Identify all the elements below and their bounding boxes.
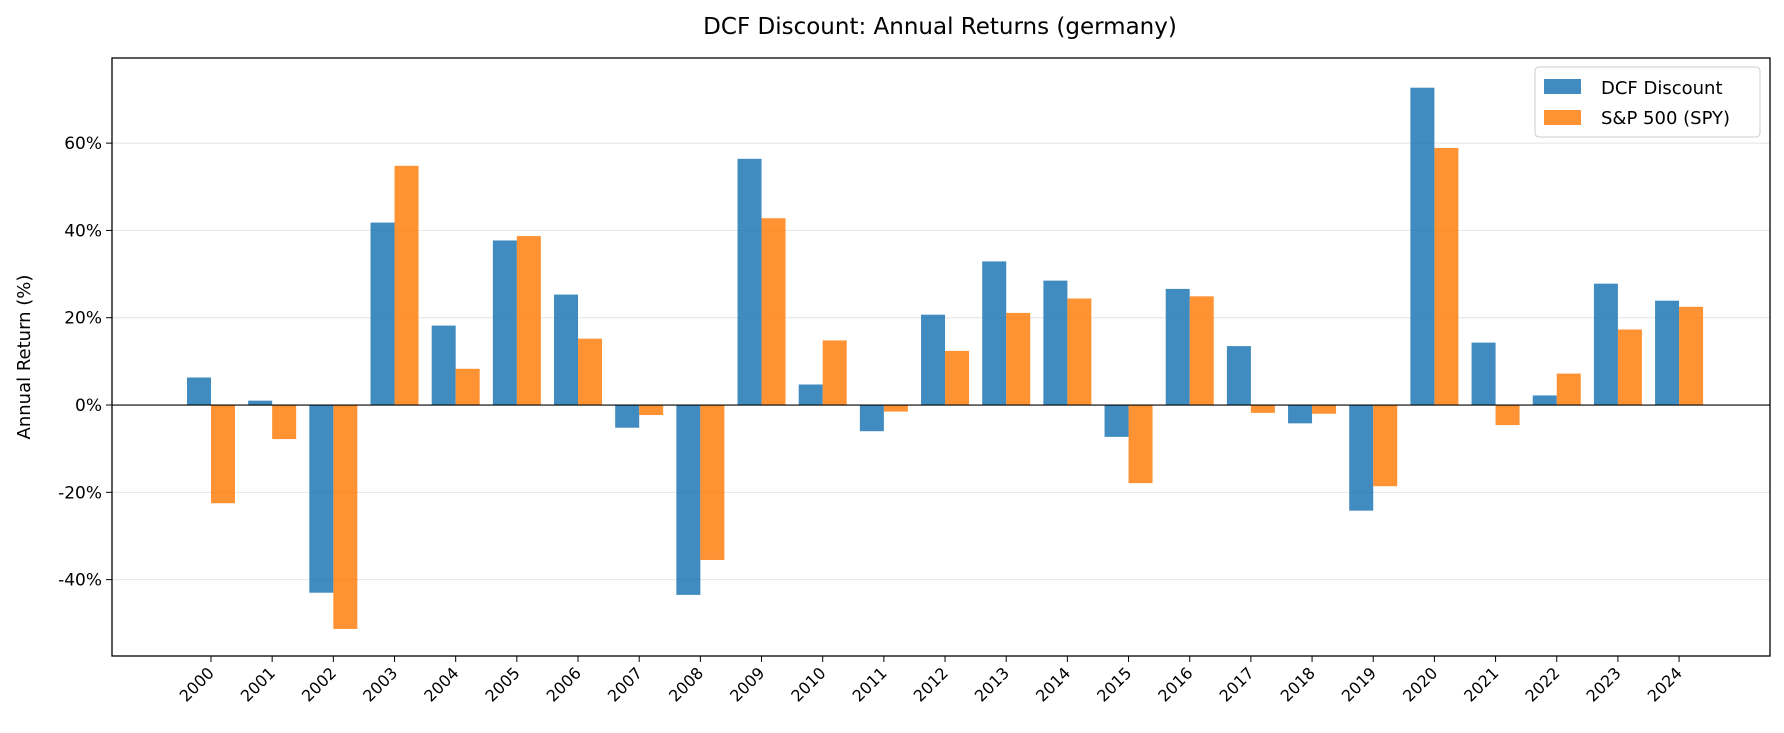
bar-dcf-discount-2019 xyxy=(1349,405,1374,511)
bar-dcf-discount-2001 xyxy=(248,400,273,406)
bar-sp500-2019 xyxy=(1373,405,1398,487)
bar-dcf-discount-2021 xyxy=(1471,342,1496,406)
bar-dcf-discount-2002 xyxy=(309,405,334,593)
bar-dcf-discount-2010 xyxy=(798,384,823,406)
plot-frame xyxy=(111,57,1771,657)
bar-dcf-discount-2024 xyxy=(1655,300,1680,406)
legend: DCF Discount S&P 500 (SPY) xyxy=(1534,66,1761,138)
bar-sp500-2024 xyxy=(1679,306,1704,406)
bar-dcf-discount-2020 xyxy=(1410,87,1435,406)
y-tick-label: -20% xyxy=(58,483,102,503)
chart-title: DCF Discount: Annual Returns (germany) xyxy=(703,14,1177,40)
bar-dcf-discount-2005 xyxy=(492,240,517,406)
bar-sp500-2023 xyxy=(1617,329,1642,406)
bar-dcf-discount-2014 xyxy=(1043,280,1068,406)
bar-dcf-discount-2009 xyxy=(737,158,762,406)
bar-dcf-discount-2018 xyxy=(1288,405,1313,424)
bar-dcf-discount-2013 xyxy=(982,261,1007,406)
bar-sp500-2021 xyxy=(1495,405,1520,426)
bar-sp500-2001 xyxy=(272,405,297,440)
bar-sp500-2022 xyxy=(1556,373,1581,406)
bar-dcf-discount-2004 xyxy=(431,325,456,406)
bar-sp500-2008 xyxy=(700,405,725,560)
bar-sp500-2010 xyxy=(822,340,847,406)
y-tick-label: 20% xyxy=(64,309,102,329)
y-axis: -40% -20% 0% 20% 40% 60% xyxy=(58,134,112,591)
bar-sp500-2014 xyxy=(1067,298,1092,406)
legend-label-spy: S&P 500 (SPY) xyxy=(1601,108,1730,129)
bars xyxy=(187,87,1704,629)
bar-dcf-discount-2022 xyxy=(1532,395,1557,406)
bar-sp500-2012 xyxy=(945,350,970,406)
legend-swatch-dcf xyxy=(1544,79,1581,94)
bar-dcf-discount-2016 xyxy=(1165,288,1190,406)
legend-label-dcf: DCF Discount xyxy=(1601,78,1723,99)
bar-sp500-2002 xyxy=(333,405,358,629)
bar-dcf-discount-2011 xyxy=(859,405,884,432)
bar-sp500-2018 xyxy=(1312,405,1337,414)
bar-sp500-2009 xyxy=(761,218,786,406)
y-tick-label: 40% xyxy=(64,221,102,241)
bar-sp500-2017 xyxy=(1250,405,1275,413)
y-tick-label: -40% xyxy=(58,571,102,591)
bar-dcf-discount-2023 xyxy=(1593,283,1618,406)
bar-sp500-2015 xyxy=(1128,405,1153,484)
y-tick-label: 0% xyxy=(75,396,102,416)
bar-dcf-discount-2012 xyxy=(921,314,946,406)
bar-sp500-2007 xyxy=(639,405,664,416)
legend-frame xyxy=(1534,66,1761,138)
bar-dcf-discount-2008 xyxy=(676,405,701,595)
bar-dcf-discount-2006 xyxy=(554,294,579,406)
bar-dcf-discount-2003 xyxy=(370,222,395,406)
bar-dcf-discount-2000 xyxy=(187,377,211,406)
bar-dcf-discount-2015 xyxy=(1104,405,1129,437)
bar-sp500-2020 xyxy=(1434,147,1459,406)
bar-sp500-2006 xyxy=(578,338,603,406)
y-axis-label: Annual Return (%) xyxy=(14,275,35,440)
bar-sp500-2013 xyxy=(1006,312,1031,406)
bar-dcf-discount-2017 xyxy=(1226,346,1251,406)
bar-sp500-2004 xyxy=(455,368,480,406)
bar-sp500-2000 xyxy=(211,405,235,504)
bar-sp500-2003 xyxy=(394,165,419,406)
bar-sp500-2016 xyxy=(1189,296,1214,406)
legend-swatch-spy xyxy=(1544,110,1581,125)
bar-sp500-2011 xyxy=(883,405,908,412)
y-tick-label: 60% xyxy=(64,134,102,154)
bar-dcf-discount-2007 xyxy=(615,405,640,428)
bar-sp500-2005 xyxy=(516,236,541,406)
